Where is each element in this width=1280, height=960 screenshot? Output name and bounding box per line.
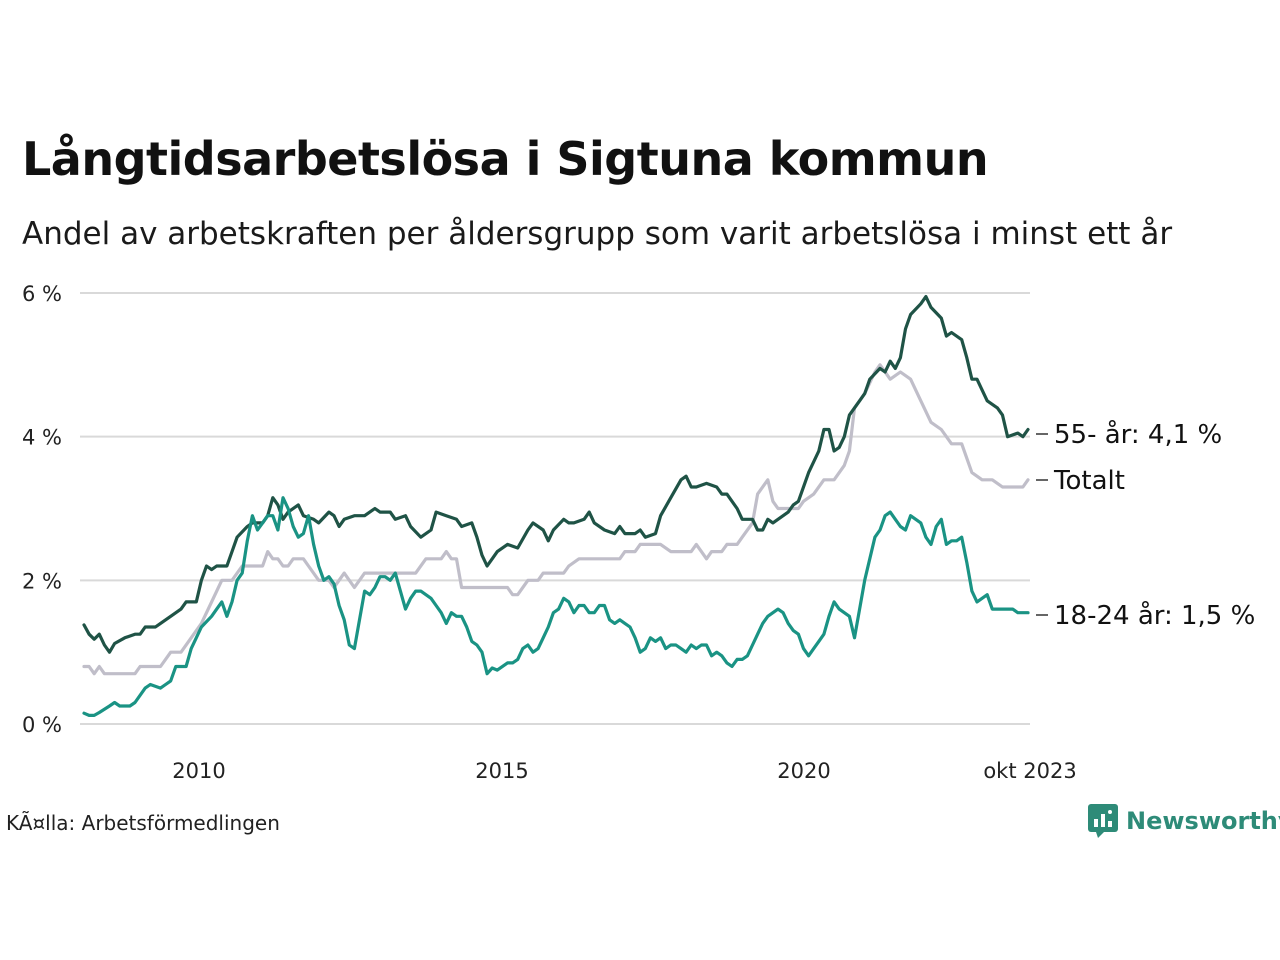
x-tick-label: 2010 [172,759,225,783]
series-line-total [82,363,1030,676]
newsworthy-icon [1088,804,1118,838]
brand-name: Newsworthy [1126,807,1280,835]
series-line-young [82,496,1030,718]
y-tick-label: 2 % [22,569,62,593]
x-tick-label: okt 2023 [983,759,1076,783]
y-tick-label: 0 % [22,713,62,737]
brand-logo: Newsworthy [1088,804,1280,838]
chart-title: Långtidsarbetslösa i Sigtuna kommun [22,132,989,186]
source-note: KÃ¤lla: Arbetsförmedlingen [6,811,280,835]
series-end-label: Totalt [1053,466,1125,496]
line-chart: 0 % 2 % 4 % 6 % 2010 2015 2020 okt 2023 Totalt 55… [22,282,1255,783]
y-tick-label: 6 % [22,282,62,306]
x-tick-label: 2015 [475,759,528,783]
series-end-label: 55- år: 4,1 % [1054,419,1222,450]
series-end-label: 18-24 år: 1,5 % [1054,600,1255,631]
chart-subtitle: Andel av arbetskraften per åldersgrupp s… [22,216,1173,252]
y-tick-label: 4 % [22,426,62,450]
series-line-older [82,295,1030,654]
x-tick-label: 2020 [777,759,830,783]
